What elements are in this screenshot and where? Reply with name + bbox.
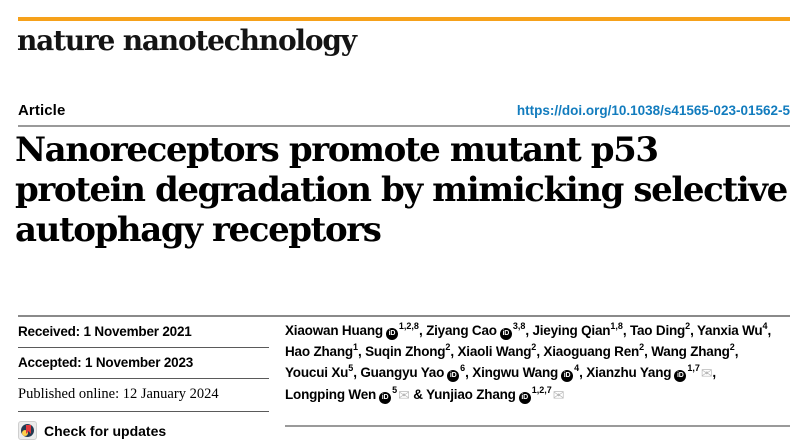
article-divider-rule <box>18 125 790 127</box>
author-affiliation-sup: 6 <box>460 363 466 373</box>
envelope-icon[interactable]: ✉ <box>700 365 713 381</box>
author-list: Xiaowan Huang iD1,2,8, Ziyang Cao iD3,8, J… <box>285 320 790 406</box>
author-separator: , <box>450 344 458 359</box>
author-affiliation-sup: 2 <box>639 342 645 352</box>
received-date: Received: 1 November 2021 <box>18 317 269 348</box>
orcid-icon[interactable]: iD <box>561 370 574 382</box>
author-name: Xiaoguang Ren <box>543 344 640 359</box>
envelope-icon[interactable]: ✉ <box>398 387 410 403</box>
author-affiliation-sup: 1,2,7 <box>531 385 552 395</box>
author-separator: , <box>712 365 716 380</box>
author-name: Wang Zhang <box>651 344 730 359</box>
article-type-label: Article <box>18 102 66 119</box>
author-line: Youcui Xu5, Guangyu Yao iD6, Xingwu Wang i… <box>285 362 790 384</box>
journal-wordmark: nature nanotechnology <box>17 24 357 57</box>
article-title-line2: protein degradation by mimicking selecti… <box>15 170 788 210</box>
author-affiliation-sup: 2 <box>729 342 735 352</box>
author-name: Yunjiao Zhang <box>426 387 516 402</box>
author-separator: , <box>536 344 544 359</box>
check-for-updates-label: Check for updates <box>44 422 167 439</box>
author-name: Yanxia Wu <box>696 323 763 338</box>
author-separator: , <box>418 323 427 338</box>
author-separator: , <box>644 344 652 359</box>
orcid-icon[interactable]: iD <box>385 328 398 340</box>
published-date: Published online: 12 January 2024 <box>18 379 269 412</box>
author-line: Longping Wen iD5✉ & Yunjiao Zhang iD1,2,7✉ <box>285 384 790 406</box>
author-affiliation-sup: 4 <box>574 363 580 373</box>
orcid-icon[interactable]: iD <box>674 370 687 382</box>
author-name: Hao Zhang <box>285 344 353 359</box>
author-affiliation-sup: 1 <box>352 342 358 352</box>
author-name: Suqin Zhong <box>365 344 446 359</box>
author-separator: , <box>353 365 361 380</box>
article-title-line1: Nanoreceptors promote mutant p53 <box>15 130 659 170</box>
dates-column: Received: 1 November 2021 Accepted: 1 No… <box>18 317 269 440</box>
authors-bottom-rule <box>285 425 790 427</box>
author-separator: & <box>409 387 427 402</box>
crossmark-icon <box>18 421 37 440</box>
author-affiliation-sup: 2 <box>531 342 537 352</box>
author-separator: , <box>734 344 739 359</box>
article-title-line3: autophagy receptors <box>15 210 382 250</box>
author-separator: , <box>525 323 533 338</box>
article-meta-row: Article https://doi.org/10.1038/s41565-0… <box>18 102 790 119</box>
article-title: Nanoreceptors promote mutant p53 protein… <box>15 130 793 250</box>
author-affiliation-sup: 3,8 <box>512 321 526 331</box>
author-name: Longping Wen <box>285 387 377 402</box>
orcid-icon[interactable]: iD <box>379 392 392 404</box>
author-line: Hao Zhang1, Suqin Zhong2, Xiaoli Wang2, … <box>285 341 790 362</box>
author-separator: , <box>465 365 473 380</box>
envelope-icon[interactable]: ✉ <box>552 387 565 403</box>
author-name: Youcui Xu <box>285 365 349 380</box>
author-name: Xianzhu Yang <box>586 365 672 380</box>
journal-accent-bar <box>18 17 790 21</box>
author-separator: , <box>579 365 587 380</box>
author-name: Guangyu Yao <box>360 365 445 380</box>
author-name: Jieying Qian <box>532 323 611 338</box>
author-affiliation-sup: 1,2,8 <box>398 321 419 331</box>
author-name: Ziyang Cao <box>426 323 497 338</box>
author-separator: , <box>357 344 366 359</box>
orcid-icon[interactable]: iD <box>499 328 512 340</box>
author-affiliation-sup: 5 <box>348 363 354 373</box>
author-affiliation-sup: 5 <box>392 385 398 395</box>
author-affiliation-sup: 2 <box>445 342 451 352</box>
author-name: Xingwu Wang <box>472 365 559 380</box>
author-name: Xiaowan Huang <box>285 323 383 338</box>
accepted-date: Accepted: 1 November 2023 <box>18 348 269 379</box>
author-separator: , <box>767 323 772 338</box>
author-affiliation-sup: 1,7 <box>687 363 700 373</box>
doi-link[interactable]: https://doi.org/10.1038/s41565-023-01562… <box>516 103 790 118</box>
author-line: Xiaowan Huang iD1,2,8, Ziyang Cao iD3,8, J… <box>285 320 790 341</box>
author-affiliation-sup: 1,8 <box>610 321 623 331</box>
author-affiliation-sup: 2 <box>685 321 691 331</box>
author-name: Tao Ding <box>629 323 686 338</box>
author-name: Xiaoli Wang <box>457 344 532 359</box>
columns-top-rule <box>18 315 790 317</box>
orcid-icon[interactable]: iD <box>447 370 460 382</box>
check-for-updates-button[interactable]: Check for updates <box>18 412 269 440</box>
crossmark-bookmark <box>26 425 31 434</box>
orcid-icon[interactable]: iD <box>518 392 531 404</box>
author-affiliation-sup: 4 <box>762 321 768 331</box>
author-separator: , <box>622 323 630 338</box>
author-separator: , <box>690 323 697 338</box>
